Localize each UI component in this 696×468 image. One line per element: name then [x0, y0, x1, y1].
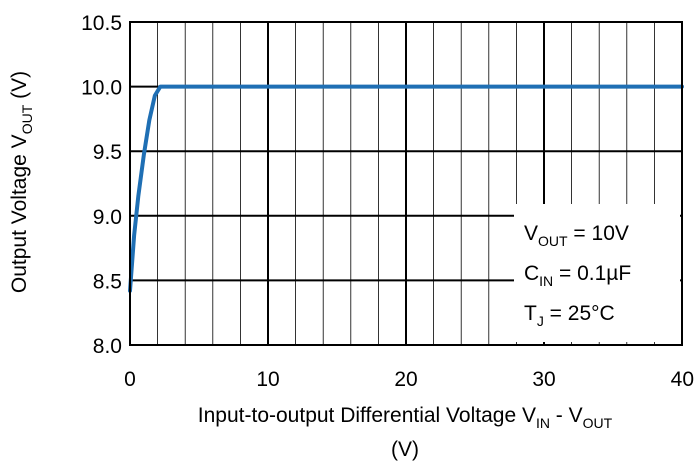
y-tick-label: 9.0	[93, 206, 122, 229]
x-tick-label: 0	[124, 368, 136, 391]
x-tick-labels: 0 10 20 30 40	[124, 368, 694, 391]
y-tick-label: 9.5	[93, 141, 122, 164]
x-axis-label: Input-to-output Differential Voltage VIN…	[198, 404, 613, 431]
y-tick-label: 8.0	[93, 335, 122, 358]
y-tick-label: 10.5	[81, 12, 122, 35]
x-axis-unit: (V)	[391, 438, 419, 461]
y-tick-label: 10.0	[81, 77, 122, 100]
x-tick-label: 30	[532, 368, 555, 391]
y-tick-labels: 8.0 8.5 9.0 9.5 10.0 10.5	[81, 12, 122, 358]
y-tick-label: 8.5	[93, 270, 122, 293]
y-axis-label: Output Voltage VOUT (V)	[8, 71, 35, 293]
x-tick-label: 20	[394, 368, 417, 391]
x-tick-label: 10	[256, 368, 279, 391]
x-tick-label: 40	[671, 368, 694, 391]
